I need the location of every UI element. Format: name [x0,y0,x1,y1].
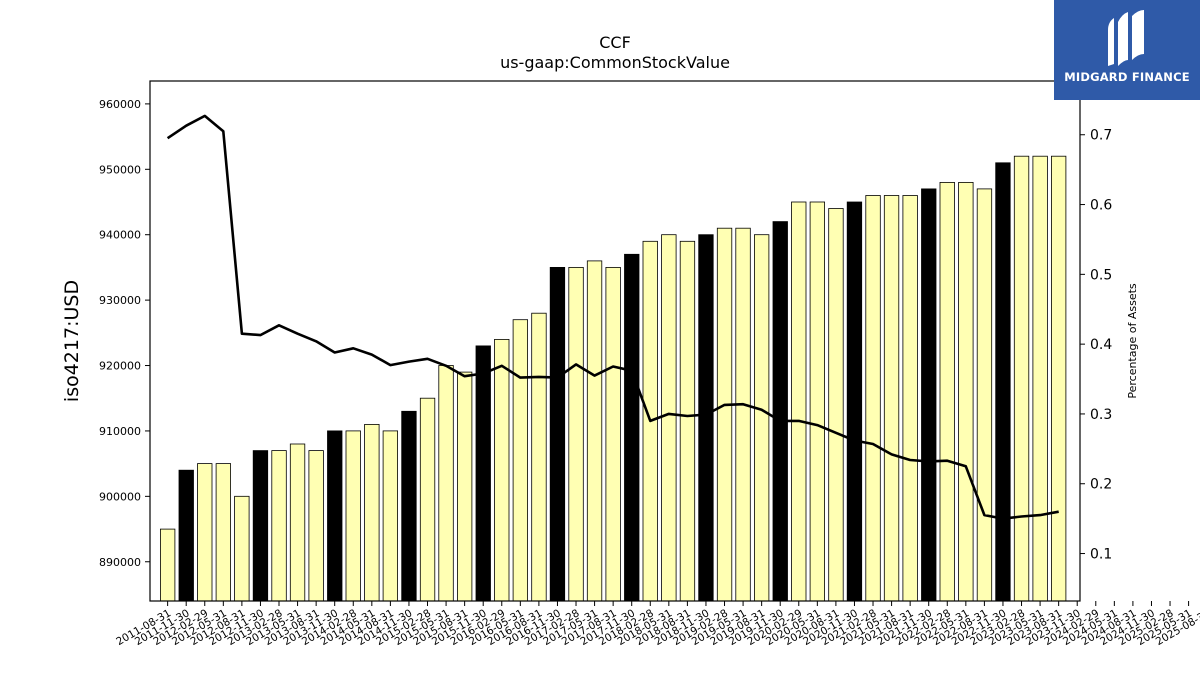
bar [791,201,807,602]
bar [252,450,269,602]
bar [698,234,714,602]
y-tick-label: 950000 [99,163,141,176]
bar [419,397,436,602]
y2-tick-label: 0.5 [1090,267,1112,283]
y2-tick-label: 0.6 [1090,198,1112,214]
bar [735,227,751,602]
y-tick-label: 890000 [99,556,141,569]
percentage-line [166,114,1059,520]
bar [661,234,677,602]
bar [605,266,621,602]
y-tick-label: 940000 [99,229,141,242]
bar [679,240,696,602]
bar [1051,155,1067,602]
chart-title: CCF [599,33,631,52]
midgard-finance-logo: MIDGARD FINANCE [1054,0,1200,100]
bar [382,430,399,602]
bar [976,188,993,602]
bar [438,365,454,602]
bar [289,443,306,602]
bar [809,201,825,602]
bar [716,227,733,602]
bar [995,162,1011,602]
y2-tick-label: 0.2 [1090,477,1112,493]
bar [846,201,863,602]
bar [828,208,844,602]
y-tick-label: 910000 [99,425,141,438]
bar [512,319,528,602]
plot-frame [149,80,1081,602]
bar [865,195,881,602]
bar [345,430,361,602]
bar [1013,155,1030,602]
midgard-logo-icon [1108,10,1144,66]
bar [586,260,603,602]
y2-tick-label: 0.1 [1090,547,1112,563]
bar [958,181,974,602]
bar [159,528,176,602]
bar [921,188,937,602]
bar [772,221,788,602]
bar [178,469,194,602]
bar [197,463,213,602]
bar [883,195,900,602]
bar [939,181,955,602]
bar [234,495,250,602]
chart-subtitle: us-gaap:CommonStockValue [500,53,730,72]
y-tick-label: 930000 [99,294,141,307]
bar [754,234,770,602]
bar [902,195,918,602]
bar [271,450,287,602]
bar [308,450,324,602]
bar [215,463,232,602]
bar [494,338,510,602]
y-tick-label: 900000 [99,490,141,503]
bar [475,345,491,602]
y2-axis-label: Percentage of Assets [1126,283,1139,399]
bar [327,430,343,602]
bar [568,266,584,602]
bar [1032,155,1048,602]
y2-tick-label: 0.3 [1090,407,1112,423]
bar [531,312,547,602]
bar [549,266,566,602]
bar [364,423,380,602]
y-axis-label: iso4217:USD [61,280,83,402]
bar [401,410,417,602]
bar [624,253,640,602]
y2-tick-label: 0.4 [1090,337,1112,353]
y-tick-label: 960000 [99,98,141,111]
y-tick-label: 920000 [99,360,141,373]
y2-tick-label: 0.7 [1090,128,1112,144]
bar [456,371,473,602]
